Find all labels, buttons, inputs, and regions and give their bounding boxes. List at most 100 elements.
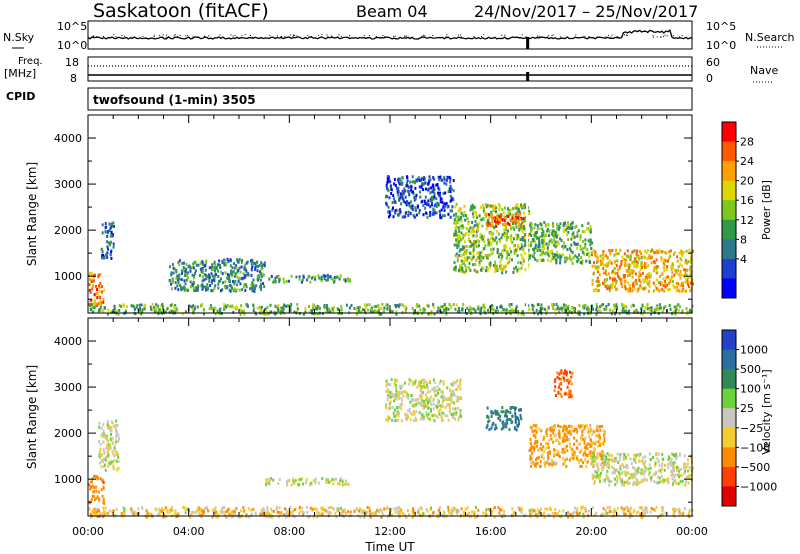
data-cell <box>225 261 228 265</box>
data-cell <box>628 284 631 288</box>
data-cell <box>472 250 475 254</box>
data-cell <box>536 439 539 443</box>
data-cell <box>88 483 90 487</box>
data-cell <box>510 234 513 238</box>
data-cell <box>668 279 671 283</box>
data-cell <box>411 393 414 397</box>
nsearch-dot <box>560 36 562 38</box>
data-cell <box>514 420 517 424</box>
nsearch-dot <box>616 36 618 38</box>
data-cell <box>541 453 544 457</box>
data-cell <box>555 258 558 262</box>
data-cell <box>356 508 359 512</box>
data-cell <box>554 438 557 442</box>
data-cell <box>600 304 603 307</box>
data-cell <box>605 273 608 277</box>
data-cell <box>503 223 506 227</box>
data-cell <box>172 266 175 270</box>
data-cell <box>391 394 394 398</box>
data-cell <box>483 309 486 313</box>
data-cell <box>662 277 665 281</box>
data-cell <box>102 298 105 302</box>
data-cell <box>677 482 680 486</box>
data-cell <box>335 515 338 519</box>
data-cell <box>95 511 98 514</box>
data-cell <box>414 197 417 201</box>
data-cell <box>609 249 612 253</box>
data-cell <box>345 303 348 307</box>
data-cell <box>556 255 559 259</box>
data-cell <box>95 496 98 500</box>
data-cell <box>448 510 451 514</box>
data-cell <box>402 199 405 203</box>
data-cell <box>201 262 204 266</box>
data-cell <box>285 304 288 308</box>
noise-panel <box>87 20 693 50</box>
data-cell <box>327 480 330 484</box>
data-cell <box>677 268 679 272</box>
data-cell <box>152 308 155 312</box>
data-cell <box>442 214 444 218</box>
data-cell <box>181 269 184 273</box>
velocity-heatmap <box>88 319 694 519</box>
data-cell <box>606 256 609 260</box>
data-cell <box>683 268 686 272</box>
data-cell <box>671 477 674 481</box>
nsky-line <box>87 29 693 40</box>
data-cell <box>266 305 269 309</box>
data-cell <box>333 305 336 309</box>
data-cell <box>130 304 133 308</box>
data-cell <box>680 250 683 254</box>
data-cell <box>517 233 520 237</box>
data-cell <box>552 515 555 519</box>
data-cell <box>113 224 115 228</box>
data-cell <box>232 306 235 310</box>
data-cell <box>433 312 436 316</box>
data-cell <box>169 508 172 512</box>
data-cell <box>223 512 226 516</box>
data-cell <box>457 384 460 388</box>
data-cell <box>660 258 663 262</box>
data-cell <box>200 515 203 519</box>
data-cell <box>396 379 399 383</box>
data-cell <box>682 250 685 254</box>
data-cell <box>529 228 532 232</box>
data-cell <box>210 281 213 285</box>
data-cell <box>98 284 100 288</box>
data-cell <box>450 396 453 400</box>
data-cell <box>602 271 605 275</box>
data-cell <box>100 309 103 313</box>
data-cell <box>396 406 399 410</box>
data-cell <box>386 186 388 190</box>
data-cell <box>513 244 515 248</box>
nsearch-dot <box>296 35 298 37</box>
data-cell <box>662 284 665 287</box>
data-cell <box>201 268 204 272</box>
data-cell <box>629 258 632 261</box>
data-cell <box>640 252 642 255</box>
data-cell <box>438 409 440 413</box>
data-cell <box>101 256 104 260</box>
data-cell <box>577 229 580 233</box>
data-cell <box>600 263 602 266</box>
data-cell <box>643 280 645 284</box>
data-cell <box>534 510 537 514</box>
data-cell <box>416 205 419 209</box>
data-cell <box>589 238 592 242</box>
data-cell <box>337 308 340 311</box>
data-cell <box>500 513 503 517</box>
data-cell <box>102 501 105 504</box>
nsearch-dot <box>208 35 210 37</box>
data-cell <box>296 303 299 306</box>
data-cell <box>631 289 634 293</box>
data-cell <box>655 249 658 253</box>
nsearch-dot <box>326 34 328 36</box>
cpid-panel <box>87 87 693 111</box>
data-cell <box>396 393 399 396</box>
data-cell <box>413 180 416 184</box>
data-cell <box>590 429 593 432</box>
data-cell <box>580 458 583 462</box>
data-cell <box>429 197 432 201</box>
data-cell <box>689 275 692 279</box>
data-cell <box>405 413 408 417</box>
